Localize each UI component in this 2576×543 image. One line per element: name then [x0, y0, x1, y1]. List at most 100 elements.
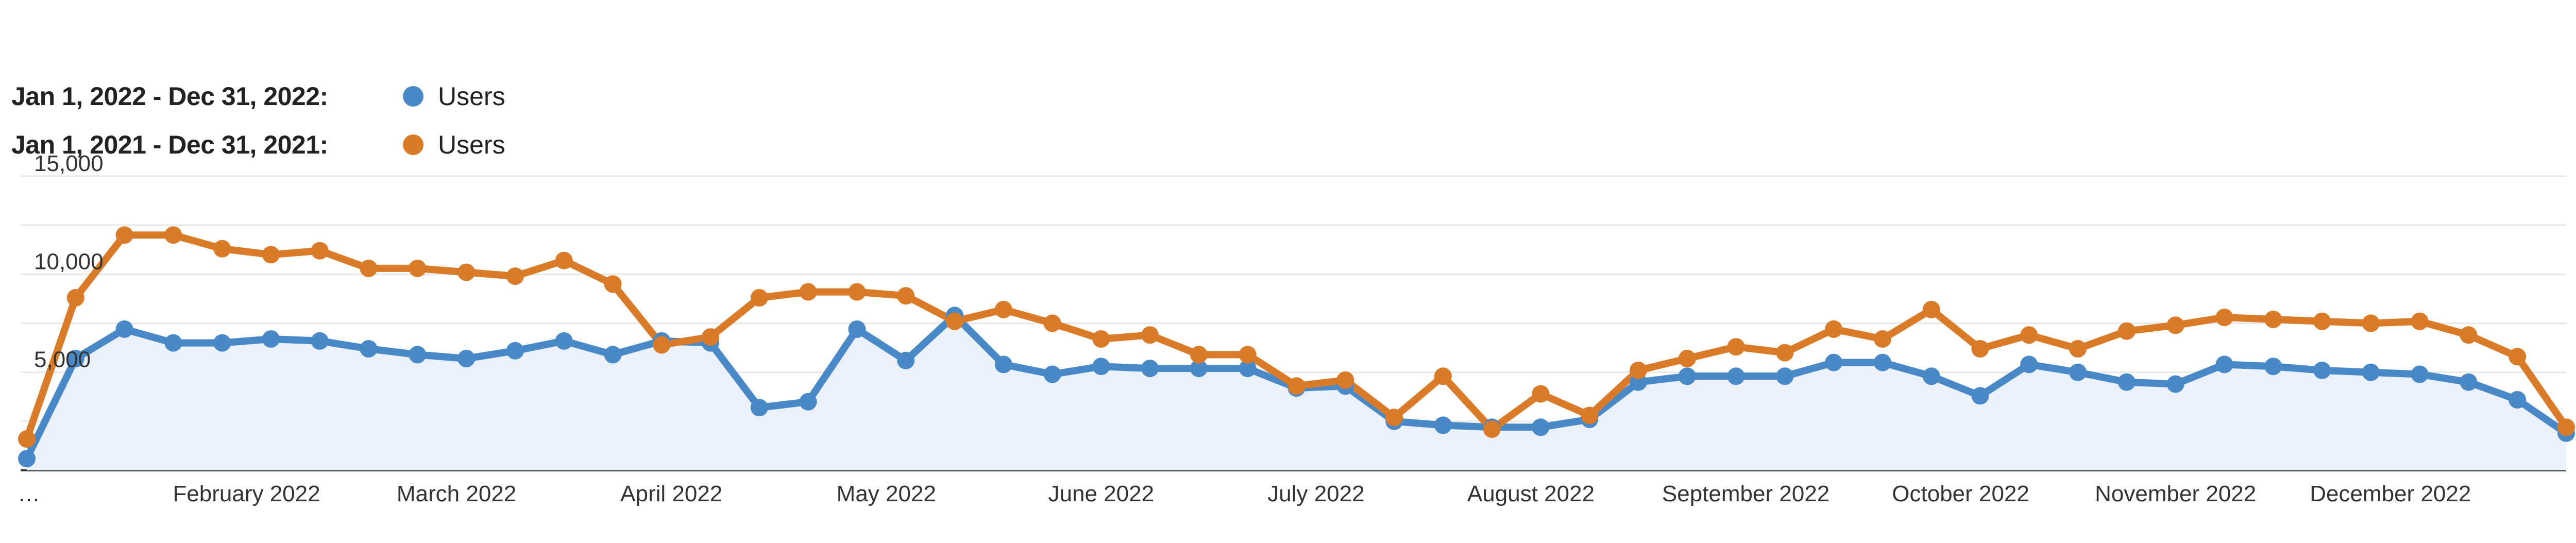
- data-point-current[interactable]: [799, 393, 817, 411]
- data-point-current[interactable]: [2069, 363, 2087, 381]
- data-point-previous[interactable]: [897, 287, 915, 305]
- data-point-current[interactable]: [1190, 360, 1208, 378]
- data-point-current[interactable]: [555, 332, 573, 350]
- data-point-current[interactable]: [2117, 373, 2136, 391]
- data-point-current[interactable]: [750, 399, 768, 417]
- data-point-previous[interactable]: [2460, 326, 2478, 344]
- data-point-current[interactable]: [1971, 387, 1989, 405]
- data-point-previous[interactable]: [311, 242, 329, 260]
- data-point-previous[interactable]: [164, 226, 182, 244]
- data-point-current[interactable]: [1092, 358, 1110, 376]
- data-point-current[interactable]: [213, 334, 231, 352]
- data-point-current[interactable]: [2264, 358, 2282, 376]
- data-point-current[interactable]: [1532, 418, 1550, 436]
- data-point-current[interactable]: [262, 330, 280, 348]
- data-point-current[interactable]: [1043, 365, 1061, 383]
- data-point-previous[interactable]: [1287, 377, 1306, 395]
- data-point-previous[interactable]: [262, 246, 280, 264]
- data-point-previous[interactable]: [2313, 312, 2331, 330]
- data-point-previous[interactable]: [2411, 312, 2429, 330]
- data-point-current[interactable]: [1434, 416, 1452, 434]
- data-point-previous[interactable]: [1874, 330, 1891, 348]
- data-point-previous[interactable]: [2117, 322, 2136, 340]
- legend-item-current-period[interactable]: Jan 1, 2022 - Dec 31, 2022: Users: [11, 72, 505, 121]
- data-point-previous[interactable]: [2069, 340, 2087, 358]
- data-point-previous[interactable]: [2509, 348, 2527, 366]
- data-point-previous[interactable]: [2166, 316, 2184, 334]
- data-point-previous[interactable]: [115, 226, 133, 244]
- data-point-previous[interactable]: [653, 336, 671, 354]
- data-point-previous[interactable]: [848, 283, 866, 301]
- data-point-current[interactable]: [1922, 367, 1940, 385]
- data-point-previous[interactable]: [1922, 300, 1940, 318]
- legend-item-previous-period[interactable]: Jan 1, 2021 - Dec 31, 2021: Users: [11, 121, 505, 169]
- data-point-current[interactable]: [1239, 360, 1257, 378]
- data-point-previous[interactable]: [1776, 344, 1794, 362]
- data-point-previous[interactable]: [360, 259, 378, 277]
- data-point-previous[interactable]: [1483, 420, 1501, 438]
- data-point-previous[interactable]: [1190, 346, 1208, 364]
- data-point-previous[interactable]: [506, 267, 524, 285]
- data-point-previous[interactable]: [1336, 371, 1354, 389]
- x-tick-label: September 2022: [1662, 481, 1829, 506]
- data-point-current[interactable]: [848, 320, 866, 338]
- data-point-current[interactable]: [360, 340, 378, 358]
- data-point-current[interactable]: [1776, 367, 1794, 385]
- data-point-current[interactable]: [506, 342, 524, 360]
- data-point-previous[interactable]: [2264, 310, 2282, 328]
- data-point-previous[interactable]: [2557, 418, 2575, 436]
- data-point-current[interactable]: [311, 332, 329, 350]
- data-point-current[interactable]: [2166, 375, 2184, 393]
- data-point-previous[interactable]: [1043, 314, 1061, 332]
- data-point-previous[interactable]: [457, 263, 476, 281]
- data-point-current[interactable]: [1874, 353, 1891, 371]
- data-point-current[interactable]: [409, 346, 427, 364]
- data-point-previous[interactable]: [1532, 385, 1550, 403]
- x-tick-label: April 2022: [620, 481, 722, 506]
- data-point-previous[interactable]: [66, 289, 84, 307]
- data-point-previous[interactable]: [604, 275, 622, 293]
- data-point-previous[interactable]: [702, 328, 719, 346]
- data-point-previous[interactable]: [1581, 406, 1599, 425]
- data-point-previous[interactable]: [2362, 314, 2380, 332]
- data-point-current[interactable]: [2020, 355, 2038, 374]
- data-point-previous[interactable]: [1239, 346, 1257, 364]
- data-point-previous[interactable]: [1434, 367, 1452, 385]
- data-point-current[interactable]: [2362, 363, 2380, 381]
- data-point-previous[interactable]: [2020, 326, 2038, 344]
- data-point-current[interactable]: [604, 346, 622, 364]
- data-point-current[interactable]: [1678, 367, 1696, 385]
- data-point-current[interactable]: [994, 355, 1012, 374]
- data-point-previous[interactable]: [946, 312, 963, 330]
- data-point-current[interactable]: [18, 450, 36, 468]
- data-point-current[interactable]: [66, 350, 84, 367]
- data-point-current[interactable]: [115, 320, 133, 338]
- data-point-current[interactable]: [1825, 353, 1843, 371]
- data-point-previous[interactable]: [1678, 350, 1696, 367]
- data-point-previous[interactable]: [409, 259, 427, 277]
- data-point-current[interactable]: [164, 334, 182, 352]
- data-point-previous[interactable]: [750, 289, 768, 307]
- data-point-current[interactable]: [2313, 361, 2331, 379]
- data-point-previous[interactable]: [2215, 309, 2233, 327]
- data-point-previous[interactable]: [994, 300, 1012, 318]
- data-point-current[interactable]: [2460, 373, 2478, 391]
- data-point-previous[interactable]: [213, 240, 231, 258]
- data-point-current[interactable]: [2509, 391, 2527, 409]
- data-point-previous[interactable]: [1092, 330, 1110, 348]
- data-point-current[interactable]: [1141, 360, 1159, 378]
- data-point-current[interactable]: [1727, 367, 1745, 385]
- data-point-current[interactable]: [457, 350, 476, 367]
- data-point-previous[interactable]: [555, 251, 573, 269]
- data-point-previous[interactable]: [1385, 409, 1403, 427]
- data-point-previous[interactable]: [1630, 361, 1647, 379]
- data-point-previous[interactable]: [1971, 340, 1989, 358]
- data-point-previous[interactable]: [799, 283, 817, 301]
- data-point-current[interactable]: [2215, 355, 2233, 374]
- data-point-current[interactable]: [2411, 365, 2429, 383]
- data-point-previous[interactable]: [1727, 338, 1745, 356]
- data-point-previous[interactable]: [1825, 320, 1843, 338]
- data-point-previous[interactable]: [18, 430, 36, 448]
- data-point-previous[interactable]: [1141, 326, 1159, 344]
- data-point-current[interactable]: [897, 351, 915, 369]
